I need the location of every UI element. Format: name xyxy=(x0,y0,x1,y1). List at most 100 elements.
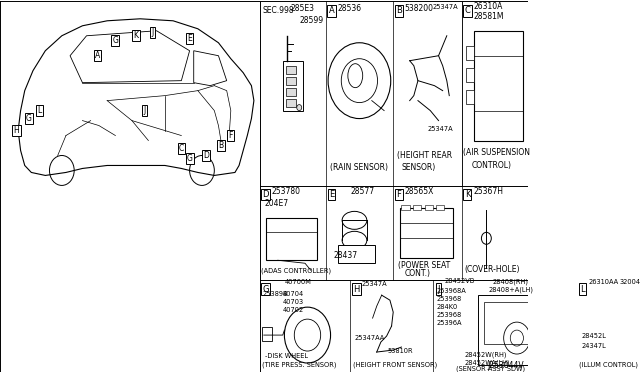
Bar xyxy=(400,208,453,258)
Text: 28452VB: 28452VB xyxy=(444,278,475,284)
Text: (TIRE PRESS. SENSOR): (TIRE PRESS. SENSOR) xyxy=(262,361,337,368)
Text: (SENSOR ASSY SDW): (SENSOR ASSY SDW) xyxy=(456,365,525,372)
Text: 25347A: 25347A xyxy=(362,281,387,287)
Bar xyxy=(286,66,296,74)
Text: B: B xyxy=(396,6,402,15)
Text: CONTROL): CONTROL) xyxy=(472,161,511,170)
Text: 25347AA: 25347AA xyxy=(355,335,385,341)
Text: L: L xyxy=(580,285,585,294)
Text: E: E xyxy=(329,190,334,199)
Text: K: K xyxy=(134,31,138,40)
Text: 26310AA: 26310AA xyxy=(589,279,619,285)
Bar xyxy=(262,327,272,341)
Text: (POWER SEAT: (POWER SEAT xyxy=(398,261,451,270)
Bar xyxy=(266,218,317,260)
Text: G: G xyxy=(113,36,118,45)
Text: G: G xyxy=(262,285,269,294)
Text: 25389B: 25389B xyxy=(262,291,287,297)
Circle shape xyxy=(297,105,301,110)
Text: F: F xyxy=(228,131,233,140)
Bar xyxy=(424,205,433,210)
Text: A: A xyxy=(95,51,100,60)
Text: (RAIN SENSOR): (RAIN SENSOR) xyxy=(330,163,388,173)
Text: 538200: 538200 xyxy=(404,4,434,13)
Text: (HEIGHT REAR: (HEIGHT REAR xyxy=(397,151,452,160)
Text: 284K0: 284K0 xyxy=(437,304,458,310)
Text: 53810R: 53810R xyxy=(387,348,413,354)
Bar xyxy=(484,302,543,344)
Text: 26310A: 26310A xyxy=(473,2,502,11)
Text: H: H xyxy=(353,285,359,294)
Text: G: G xyxy=(26,114,32,123)
Text: J: J xyxy=(437,285,440,294)
Text: 28577: 28577 xyxy=(350,187,374,196)
Text: D: D xyxy=(203,151,209,160)
Text: 253968: 253968 xyxy=(437,296,462,302)
Bar xyxy=(286,88,296,96)
Bar xyxy=(600,298,635,328)
Text: 28408(RH): 28408(RH) xyxy=(492,278,528,285)
Text: 24347L: 24347L xyxy=(581,343,606,349)
Bar xyxy=(286,99,296,107)
Bar xyxy=(413,205,421,210)
Bar xyxy=(286,77,296,85)
Text: 25347A: 25347A xyxy=(428,125,454,132)
Text: SENSOR): SENSOR) xyxy=(401,163,436,173)
Text: 28599: 28599 xyxy=(300,16,323,25)
Bar xyxy=(436,205,444,210)
Text: 28437: 28437 xyxy=(334,251,358,260)
Bar xyxy=(283,61,303,110)
Text: A: A xyxy=(328,6,334,15)
Text: CONT.): CONT.) xyxy=(404,269,431,278)
Text: 25396A: 25396A xyxy=(437,320,462,326)
Bar xyxy=(598,298,604,314)
Text: 40704: 40704 xyxy=(283,291,304,297)
Bar xyxy=(616,330,638,350)
Bar xyxy=(338,245,375,263)
Text: E: E xyxy=(188,34,192,43)
Text: 28452WA(LH): 28452WA(LH) xyxy=(464,359,509,366)
Text: G: G xyxy=(187,154,193,163)
Bar xyxy=(466,68,474,82)
Text: 25367H: 25367H xyxy=(473,187,503,196)
Bar xyxy=(401,205,410,210)
Text: (ILLUM CONTROL): (ILLUM CONTROL) xyxy=(579,361,637,368)
Bar xyxy=(466,90,474,104)
Bar xyxy=(474,31,524,141)
Text: F: F xyxy=(397,190,401,199)
Text: 40700M: 40700M xyxy=(284,279,311,285)
Text: (AIR SUSPENSION: (AIR SUSPENSION xyxy=(463,148,531,157)
Text: 28408+A(LH): 28408+A(LH) xyxy=(489,286,534,293)
Text: (HEIGHT FRONT SENSOR): (HEIGHT FRONT SENSOR) xyxy=(353,361,437,368)
Text: 28452W(RH): 28452W(RH) xyxy=(464,351,507,357)
Text: 32004X: 32004X xyxy=(620,279,640,285)
Text: (COVER-HOLE): (COVER-HOLE) xyxy=(464,265,520,274)
Text: SEC.998: SEC.998 xyxy=(262,6,294,15)
Text: 28565X: 28565X xyxy=(404,187,434,196)
Text: 285E3: 285E3 xyxy=(291,4,315,13)
Text: J: J xyxy=(143,106,145,115)
Text: D: D xyxy=(262,190,269,199)
Text: 25347A: 25347A xyxy=(433,4,458,10)
Bar xyxy=(478,295,570,365)
Bar xyxy=(466,46,474,60)
Text: C: C xyxy=(465,6,470,15)
Text: L: L xyxy=(38,106,42,115)
Text: 204E7: 204E7 xyxy=(264,199,289,208)
Text: C: C xyxy=(179,144,184,153)
Text: 28452L: 28452L xyxy=(581,333,606,339)
Text: 253780: 253780 xyxy=(271,187,300,196)
Text: 253968: 253968 xyxy=(437,312,462,318)
Text: J253044V: J253044V xyxy=(488,361,524,370)
Text: 40702: 40702 xyxy=(283,307,304,313)
Text: H: H xyxy=(13,126,19,135)
Text: B: B xyxy=(218,141,223,150)
Text: (ADAS CONTROLLER): (ADAS CONTROLLER) xyxy=(261,267,332,274)
Text: 253968A: 253968A xyxy=(437,288,467,294)
Text: K: K xyxy=(465,190,470,199)
Text: 28581M: 28581M xyxy=(473,12,504,21)
Text: 40703: 40703 xyxy=(283,299,304,305)
Text: J: J xyxy=(152,28,154,37)
Text: 28536: 28536 xyxy=(337,4,361,13)
Text: -DISK WHEEL: -DISK WHEEL xyxy=(264,353,308,359)
